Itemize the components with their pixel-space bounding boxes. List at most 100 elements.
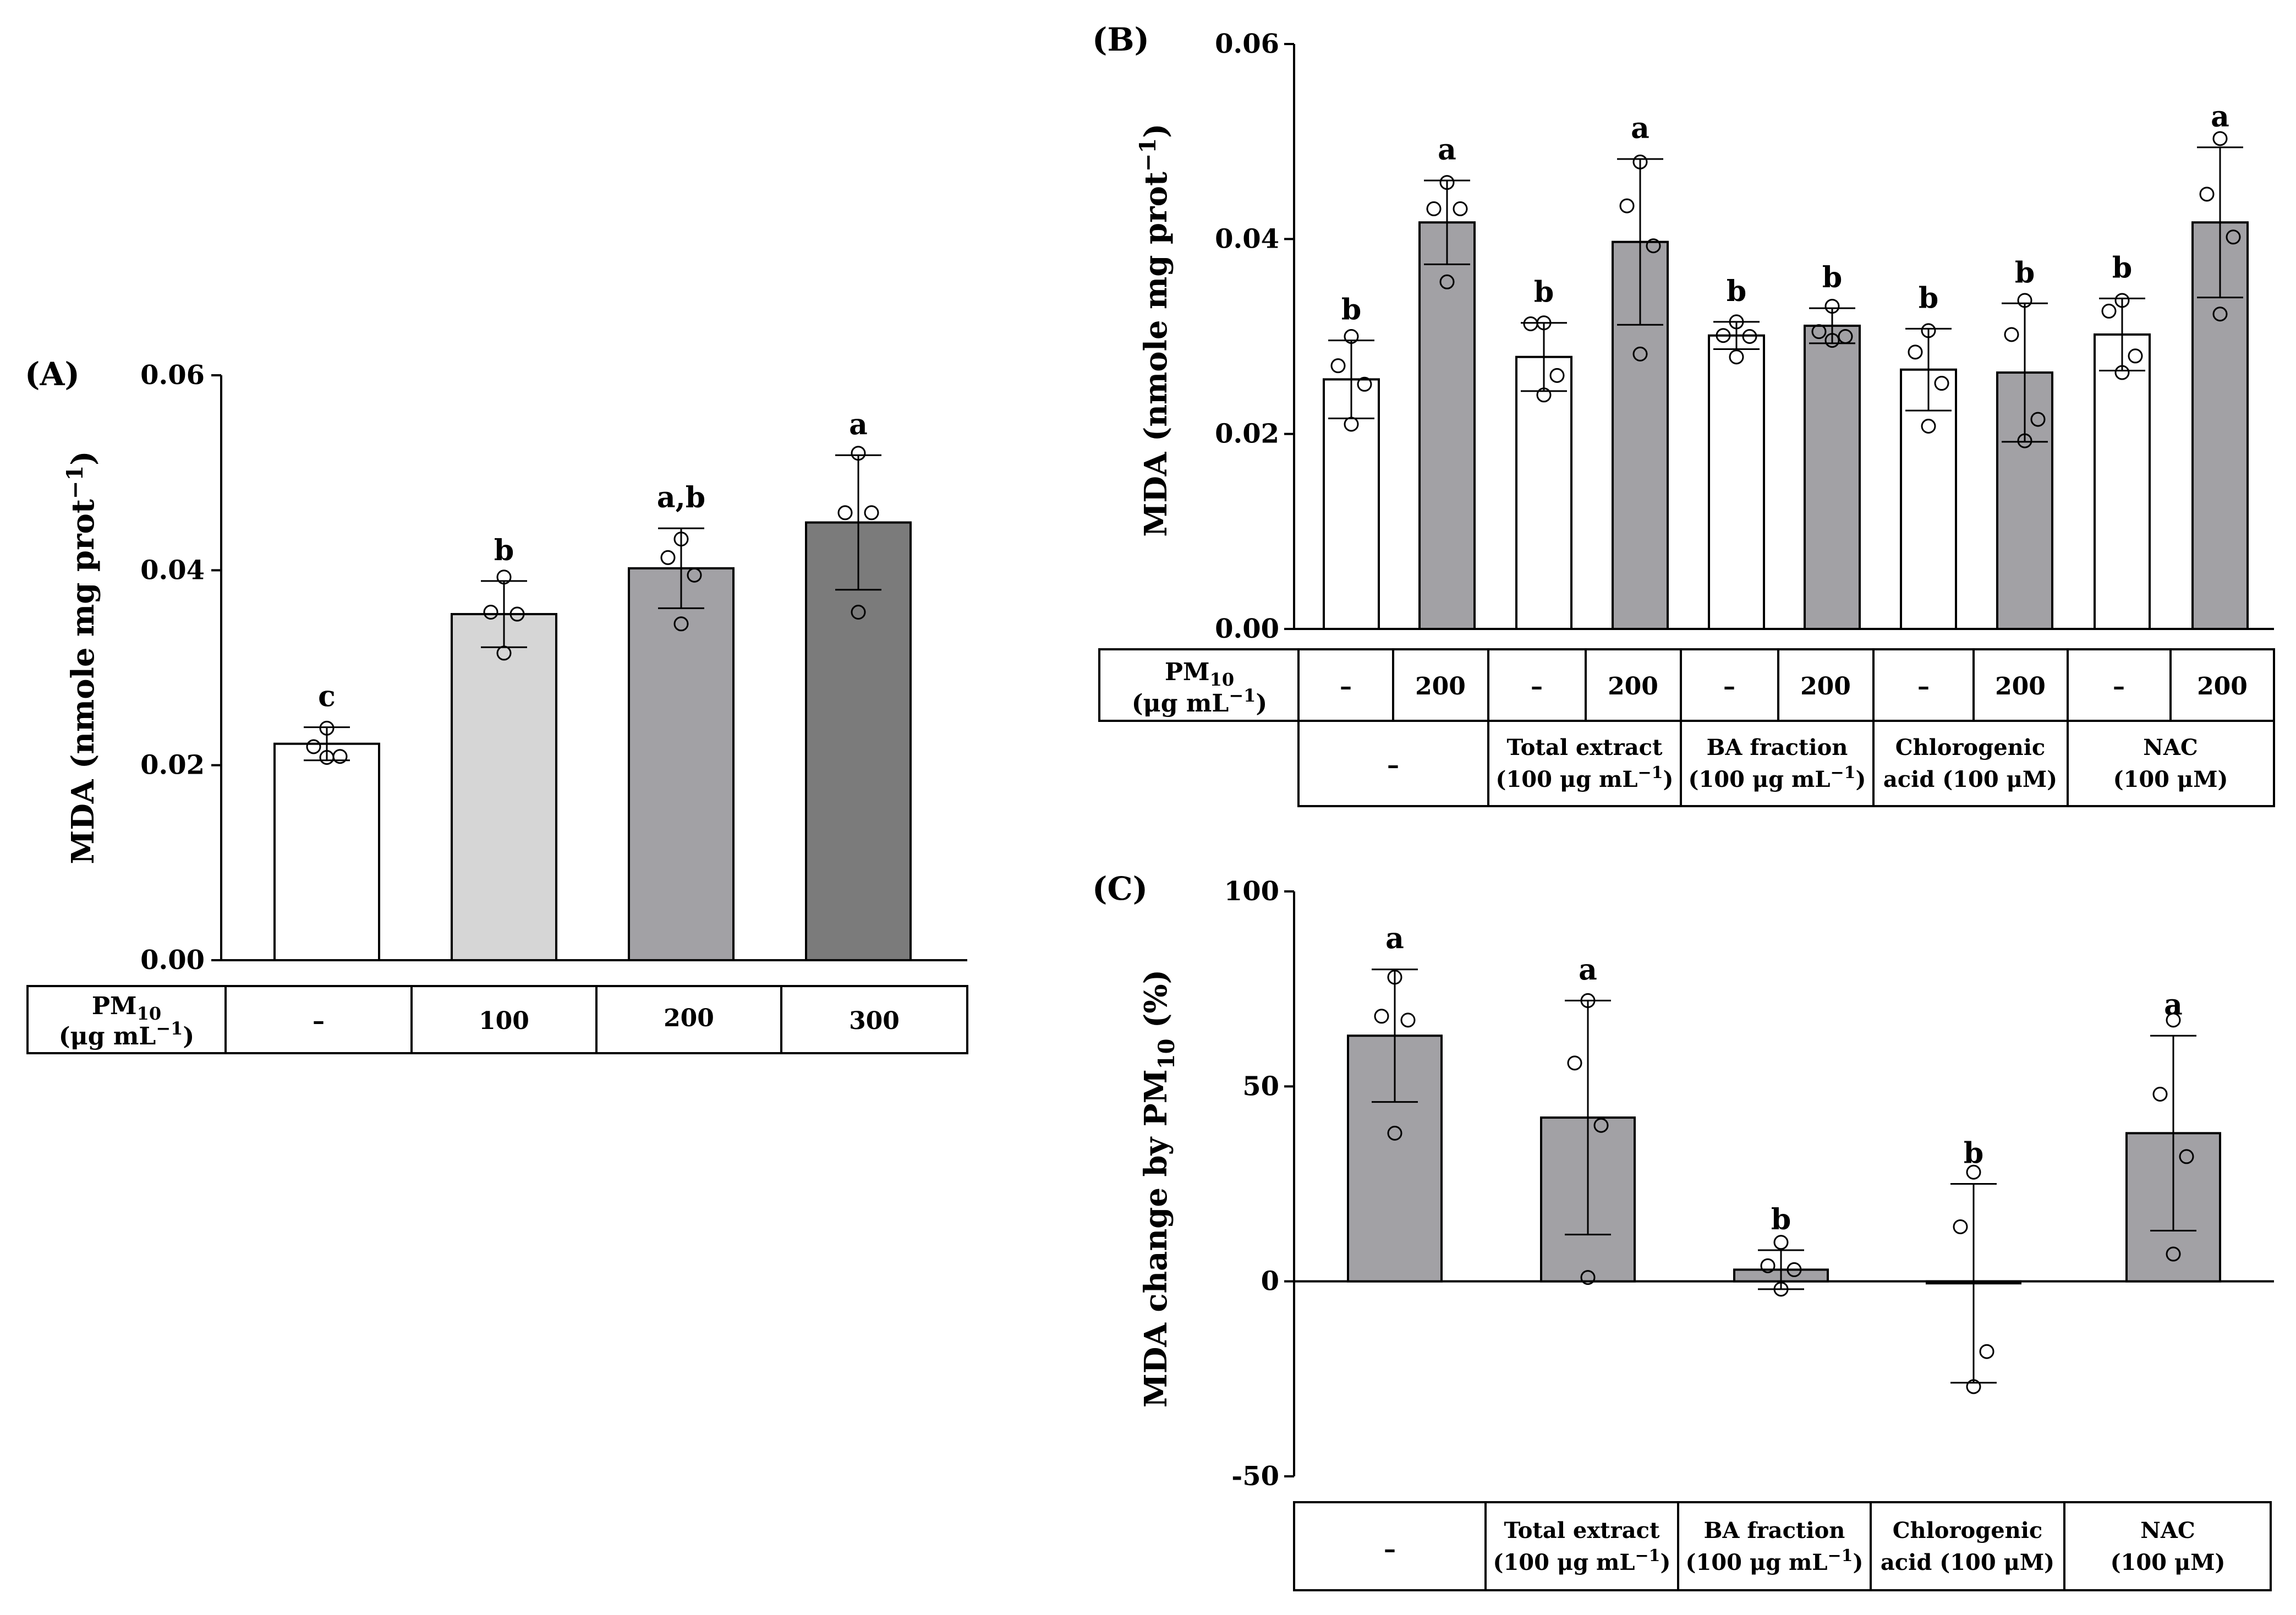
panel-b-data-point: [1811, 324, 1827, 340]
panel-b-pm-cell: –: [1340, 672, 1352, 700]
panel-b-data-point: [1453, 201, 1468, 216]
panel-a-table: [26, 985, 968, 1054]
panel-a-table-unit: (μg mL−1): [59, 1018, 195, 1050]
panel-a-data-point: [496, 570, 512, 585]
panel-b-data-point: [2017, 293, 2032, 308]
panel-a-y-tick-label: 0.06: [140, 360, 205, 391]
panel-c-data-point: [2166, 1012, 2181, 1028]
panel-b-data-point: [1536, 387, 1552, 403]
panel-b-group-total-extract-dose: (100 μg mL−1): [1496, 763, 1674, 792]
panel-b-table-unit: (μg mL−1): [1132, 685, 1268, 718]
panel-c-table: [1293, 1501, 2272, 1591]
panel-c-group-chlorogenic: Chlorogenic: [1893, 1518, 2043, 1543]
panel-a-data-point: [851, 605, 866, 620]
panel-b-data-point: [1619, 198, 1635, 213]
panel-a-table-cell: –: [313, 1007, 325, 1035]
panel-b-group-chlorogenic-dose: acid (100 μM): [1883, 767, 2057, 792]
panel-a-bar: [628, 567, 735, 962]
panel-c-data-point: [1580, 1270, 1596, 1285]
panel-b-group-nac-dose: (100 μM): [2113, 767, 2228, 792]
panel-a-y-axis-title: MDA (nmole mg prot−1): [62, 451, 101, 864]
panel-b-data-point: [1426, 201, 1442, 216]
panel-a-table-cell: 100: [479, 1007, 529, 1035]
panel-b-data-point: [2004, 327, 2019, 342]
panel-b-data-point: [1921, 323, 1936, 338]
panel-b-data-point: [1716, 328, 1731, 343]
panel-a-bar: [273, 742, 380, 961]
panel-c: (C) MDA change by PM10 (%) -50 0 50 100 a a b b…: [1092, 870, 2274, 1591]
panel-b-plot: 0.00 0.02 0.04 0.06 b a b a b b b b b a: [1215, 29, 2274, 644]
panel-c-group-ba-fraction: BA fraction: [1704, 1518, 1845, 1543]
panel-b-group-none: –: [1387, 751, 1399, 779]
panel-b-data-point: [1632, 154, 1648, 169]
panel-b-data-point: [2114, 293, 2130, 308]
panel-a-table-cell: 300: [849, 1007, 900, 1035]
panel-c-significance-label: a: [1385, 922, 1404, 956]
panel-b-table: [1098, 648, 2275, 807]
panel-b-bar: [2094, 333, 2151, 630]
panel-b-significance-label: a: [1631, 112, 1650, 145]
panel-b-data-point: [1921, 418, 1936, 434]
panel-b-pm-cell: 200: [1800, 672, 1851, 700]
panel-a-data-point: [864, 505, 879, 521]
panel-c-plot: -50 0 50 100 a a b b a: [1224, 876, 2274, 1492]
panel-c-y-tick-label: 100: [1224, 876, 1279, 907]
panel-a: (A) MDA (nmole mg prot−1) 0.000.020.040.…: [25, 355, 968, 1054]
panel-b-data-point: [2030, 412, 2046, 427]
panel-a-data-point: [319, 720, 335, 736]
panel-a-label: (A): [25, 355, 80, 393]
panel-b-pm-cell: –: [2113, 672, 2125, 700]
panel-c-data-point: [1966, 1379, 1981, 1394]
panel-b-data-point: [1742, 329, 1757, 344]
panel-b-data-point: [2128, 348, 2143, 364]
panel-a-table-header: PM10: [92, 992, 161, 1024]
panel-a-data-point: [673, 616, 689, 632]
panel-c-data-point: [1567, 1055, 1582, 1071]
panel-c-data-point: [1773, 1282, 1789, 1297]
panel-b-y-tick-label: 0.06: [1215, 29, 1279, 59]
panel-c-label: (C): [1092, 870, 1148, 907]
panel-c-data-point: [2152, 1087, 2168, 1102]
panel-b-pm-cell: 200: [1608, 672, 1658, 700]
panel-c-data-point: [2166, 1246, 2181, 1262]
panel-b-data-point: [1934, 376, 1949, 391]
panel-c-y-axis-title: MDA change by PM10 (%): [1138, 970, 1180, 1408]
panel-b-pm-cell: 200: [2197, 672, 2248, 700]
panel-b-data-point: [1632, 346, 1648, 362]
panel-b-data-point: [2199, 187, 2215, 202]
panel-a-significance-label: b: [494, 534, 514, 567]
panel-b-group-total-extract: Total extract: [1507, 735, 1663, 760]
panel-b-label: (B): [1092, 21, 1149, 58]
panel-b-group-nac: NAC: [2143, 735, 2198, 760]
panel-b-significance-label: b: [1341, 293, 1361, 327]
panel-c-group-chlorogenic-dose: acid (100 μM): [1881, 1550, 2054, 1575]
panel-c-group-nac: NAC: [2140, 1518, 2195, 1543]
panel-b-data-point: [1646, 238, 1661, 254]
panel-c-data-point: [1773, 1235, 1789, 1250]
panel-c-group-nac-dose: (100 μM): [2111, 1550, 2226, 1575]
panel-c-y-tick-label: 0: [1261, 1266, 1279, 1297]
panel-b-bar: [1708, 334, 1765, 630]
panel-b-data-point: [2101, 303, 2117, 319]
panel-a-significance-label: c: [318, 680, 336, 714]
panel-a-data-point: [660, 550, 676, 565]
panel-b-significance-label: b: [1919, 281, 1938, 315]
panel-a-data-point: [483, 605, 498, 620]
panel-c-significance-label: b: [1964, 1137, 1983, 1170]
panel-a-data-point: [509, 606, 525, 622]
panel-a-y-tick-label: 0.04: [140, 555, 205, 585]
panel-c-significance-label: a: [2164, 988, 2183, 1022]
panel-b-significance-label: a: [2211, 100, 2229, 134]
panel-c-y-tick-label: -50: [1231, 1461, 1279, 1492]
panel-b-data-point: [1549, 368, 1565, 383]
panel-a-bar: [451, 613, 557, 961]
panel-b-significance-label: b: [2112, 251, 2132, 284]
panel-b-y-tick-label: 0.00: [1215, 614, 1279, 644]
panel-a-plot: 0.00 0.02 0.04 0.06 c b a,b a: [140, 360, 967, 976]
panel-b-data-point: [1729, 349, 1744, 365]
panel-b-data-point: [1344, 329, 1359, 344]
panel-b-y-axis-title: MDA (nmole mg prot−1): [1135, 123, 1174, 536]
panel-b-group-chlorogenic: Chlorogenic: [1895, 735, 2046, 760]
panel-b-data-point: [1330, 358, 1346, 374]
